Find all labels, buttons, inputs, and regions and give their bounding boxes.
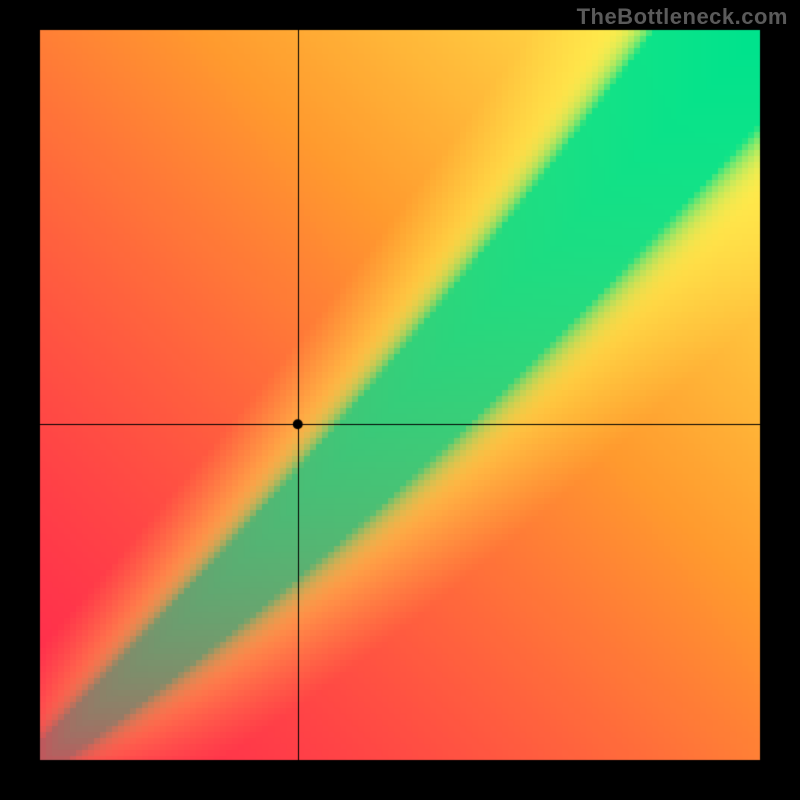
heatmap-canvas xyxy=(0,0,800,800)
chart-container: TheBottleneck.com xyxy=(0,0,800,800)
watermark-text: TheBottleneck.com xyxy=(577,4,788,30)
